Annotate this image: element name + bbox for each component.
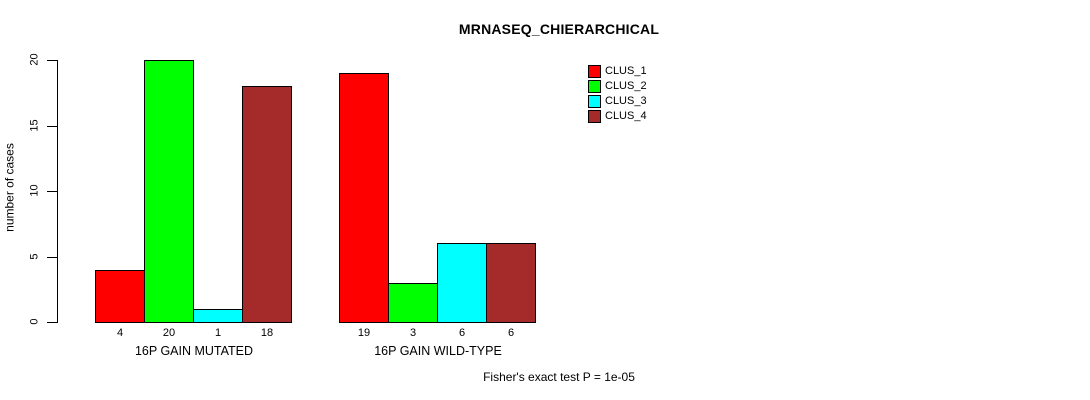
bar-clus_2	[144, 60, 194, 323]
bar-value-label: 19	[357, 327, 371, 339]
legend-swatch-clus_2	[588, 80, 601, 93]
bar-value-label: 4	[116, 327, 124, 339]
y-tick-label: 0	[28, 318, 41, 325]
x-category-label: 16P GAIN WILD-TYPE	[374, 344, 502, 358]
y-tick	[47, 322, 58, 323]
bar-value-label: 1	[214, 327, 222, 339]
legend-label: CLUS_3	[605, 95, 647, 107]
y-tick	[47, 257, 58, 258]
legend-item: CLUS_1	[588, 65, 647, 78]
bar-clus_1	[339, 73, 389, 323]
legend-label: CLUS_4	[605, 110, 647, 122]
y-tick-label: 10	[28, 184, 41, 197]
bar-clus_2	[388, 283, 438, 323]
y-tick	[47, 191, 58, 192]
x-category-label: 16P GAIN MUTATED	[134, 344, 254, 358]
y-tick	[47, 60, 58, 61]
bar-clus_3	[193, 309, 243, 323]
legend-item: CLUS_3	[588, 95, 647, 108]
bar-clus_4	[486, 243, 536, 323]
bar-value-label: 18	[260, 327, 274, 339]
legend-swatch-clus_1	[588, 65, 601, 78]
bar-value-label: 6	[507, 327, 515, 339]
y-tick-label: 15	[28, 119, 41, 132]
bar-value-label: 20	[162, 327, 176, 339]
annotation-text: Fisher's exact test P = 1e-05	[483, 370, 635, 384]
bar-clus_3	[437, 243, 487, 323]
y-tick-label: 5	[28, 253, 41, 260]
chart-title: MRNASEQ_CHIERARCHICAL	[458, 21, 660, 37]
bar-clus_1	[95, 270, 145, 323]
bar-clus_4	[242, 86, 292, 323]
legend-swatch-clus_4	[588, 110, 601, 123]
legend-item: CLUS_2	[588, 80, 647, 93]
y-tick-label: 20	[28, 53, 41, 66]
legend-label: CLUS_1	[605, 65, 647, 77]
y-axis-label: number of cases	[2, 143, 17, 232]
legend-label: CLUS_2	[605, 80, 647, 92]
legend-swatch-clus_3	[588, 95, 601, 108]
bar-value-label: 6	[458, 327, 466, 339]
legend: CLUS_1 CLUS_2 CLUS_3 CLUS_4	[588, 65, 647, 125]
legend-item: CLUS_4	[588, 110, 647, 123]
y-tick	[47, 126, 58, 127]
bar-value-label: 3	[409, 327, 417, 339]
